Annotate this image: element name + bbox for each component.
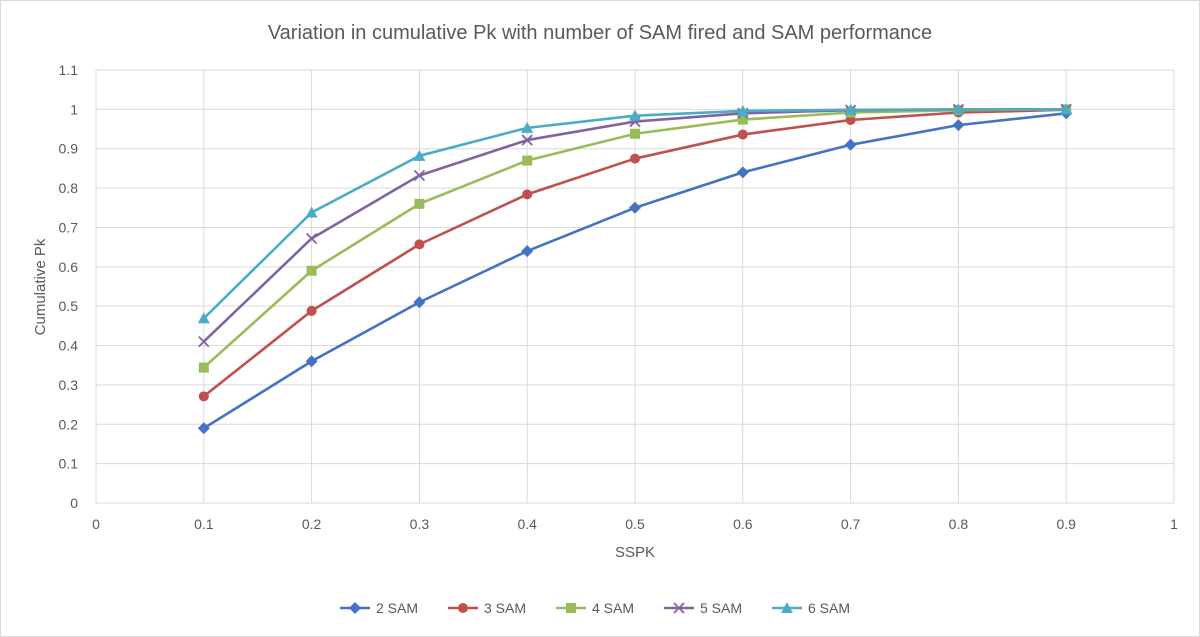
- legend-item: 4 SAM: [556, 600, 634, 616]
- data-point: [952, 119, 965, 132]
- x-tick-label: 0.7: [841, 516, 861, 532]
- y-tick-label: 0.1: [59, 456, 79, 472]
- data-point: [413, 149, 426, 161]
- data-point: [198, 391, 209, 402]
- axes: 0 0.1 0.2 0.3 0.4 0.5 0.6 0.7 0.8 0.9 1 0 0.1 0.2 0.3 0…: [59, 62, 1179, 532]
- data-point: [305, 355, 318, 368]
- data-point: [629, 201, 641, 214]
- y-axis-title: Cumulative Pk: [32, 238, 49, 335]
- data-point: [521, 121, 534, 133]
- data-point: [629, 109, 641, 121]
- data-point: [737, 114, 748, 125]
- y-tick-label: 0: [70, 495, 78, 511]
- x-tick-label: 0.5: [625, 516, 645, 532]
- data-point: [306, 305, 317, 316]
- x-tick-label: 0.9: [1056, 516, 1076, 532]
- legend-label: 2 SAM: [376, 600, 418, 616]
- data-point: [952, 103, 965, 115]
- x-tick-label: 0.3: [410, 516, 430, 532]
- data-point: [630, 128, 640, 139]
- legend-label: 5 SAM: [700, 600, 742, 616]
- data-point: [736, 166, 749, 179]
- data-point: [522, 155, 533, 166]
- data-point: [522, 189, 533, 200]
- legend: 2 SAM 3 SAM 4 SAM 5 SAM 6 SAM: [340, 600, 850, 616]
- y-tick-label: 0.5: [59, 298, 79, 314]
- data-point: [198, 362, 209, 373]
- x-tick-label: 0.6: [733, 516, 753, 532]
- legend-marker: [781, 602, 793, 613]
- data-point: [737, 129, 748, 140]
- data-point: [414, 198, 425, 209]
- x-tick-label: 1: [1170, 516, 1178, 532]
- y-tick-label: 0.7: [59, 219, 79, 235]
- y-tick-label: 0.4: [59, 338, 79, 354]
- series-6-sam: [197, 103, 1073, 324]
- legend-label: 3 SAM: [484, 600, 526, 616]
- legend-marker: [349, 602, 361, 614]
- data-point: [197, 422, 210, 435]
- x-tick-label: 0.4: [517, 516, 537, 532]
- chart-title: Variation in cumulative Pk with number o…: [268, 22, 932, 44]
- data-point: [305, 232, 318, 245]
- data-point: [197, 312, 210, 324]
- data-series: [197, 103, 1073, 435]
- x-tick-label: 0: [92, 516, 100, 532]
- y-tick-label: 0.3: [59, 377, 79, 393]
- legend-marker: [458, 603, 468, 613]
- data-point: [305, 206, 318, 218]
- legend-item: 6 SAM: [772, 600, 850, 616]
- legend-marker: [566, 603, 576, 613]
- y-tick-label: 0.2: [59, 416, 79, 432]
- legend-item: 2 SAM: [340, 600, 418, 616]
- data-point: [521, 245, 534, 258]
- y-tick-label: 1.1: [59, 62, 79, 78]
- y-tick-label: 1: [70, 101, 78, 117]
- x-tick-label: 0.1: [194, 516, 214, 532]
- data-point: [198, 335, 210, 348]
- data-point: [306, 265, 317, 276]
- legend-item: 3 SAM: [448, 600, 526, 616]
- data-point: [413, 169, 426, 182]
- legend-label: 4 SAM: [592, 600, 634, 616]
- data-point: [736, 104, 749, 116]
- x-tick-label: 0.8: [949, 516, 969, 532]
- data-point: [844, 138, 857, 151]
- y-tick-label: 0.9: [59, 141, 79, 157]
- x-axis-title: SSPK: [615, 544, 655, 561]
- data-point: [414, 239, 425, 250]
- legend-label: 6 SAM: [808, 600, 850, 616]
- y-tick-label: 0.6: [59, 259, 79, 275]
- legend-marker: [673, 602, 685, 614]
- legend-item: 5 SAM: [664, 600, 742, 616]
- data-point: [521, 134, 533, 146]
- data-point: [630, 153, 640, 164]
- series-2-sam: [197, 107, 1073, 435]
- data-point: [844, 103, 857, 115]
- y-tick-label: 0.8: [59, 180, 79, 196]
- x-tick-label: 0.2: [302, 516, 322, 532]
- data-point: [413, 296, 426, 309]
- data-point: [1060, 103, 1073, 115]
